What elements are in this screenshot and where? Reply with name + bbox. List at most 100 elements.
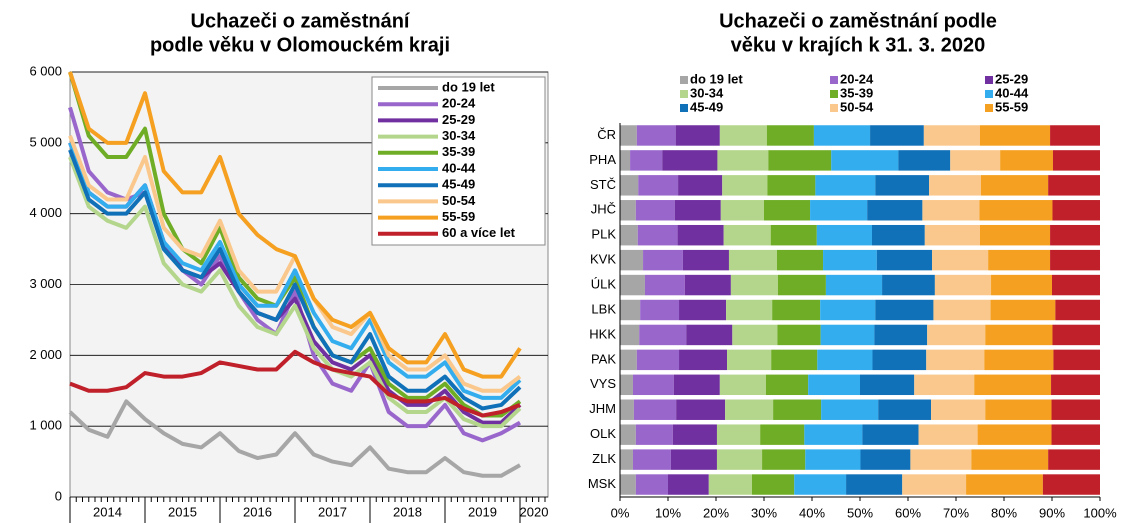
bar-segment (719, 374, 766, 396)
bar-segment (934, 274, 992, 296)
bar-segment (771, 349, 818, 371)
bar-segment (677, 224, 724, 246)
bar-segment (988, 249, 1051, 271)
bar-segment (1052, 274, 1100, 296)
bar-segment (620, 424, 636, 445)
bar-segment (633, 399, 677, 420)
line-series (68, 71, 522, 418)
bar-segment (722, 175, 768, 196)
bar-segment (910, 449, 972, 470)
bar-segment (620, 249, 644, 271)
legend-label: 25-29 (995, 71, 1028, 86)
y-tick-label: ZLK (592, 451, 616, 466)
x-tick-label: 2016 (243, 504, 272, 519)
x-tick-label: 2014 (93, 504, 122, 519)
bar-segment (1055, 299, 1100, 321)
bar-segment (846, 474, 903, 495)
y-tick-label: ČR (597, 127, 616, 142)
legend-label: 25-29 (442, 112, 475, 127)
bar-segment (929, 175, 981, 196)
bar-segment (805, 449, 861, 470)
legend-label: 40-44 (995, 85, 1029, 100)
bar-segment (635, 200, 675, 221)
bar-segment (773, 399, 822, 420)
legend-label: 30-34 (442, 128, 476, 143)
y-tick-label: MSK (588, 476, 617, 491)
bar-segment (825, 274, 883, 296)
bar-segment (679, 349, 728, 371)
x-tick-label: 40% (799, 505, 825, 520)
bar-segment (662, 150, 718, 171)
bar-segment (1050, 224, 1100, 246)
y-tick-label: PHA (589, 152, 616, 167)
bar-segment (882, 274, 935, 296)
bar-segment (1051, 399, 1100, 420)
chart-title: Uchazeči o zaměstnání podle (719, 10, 997, 32)
bar-segment (620, 150, 631, 171)
x-tick-label: 100% (1083, 505, 1117, 520)
bar-segment (990, 299, 1056, 321)
bar-segment (673, 374, 720, 396)
bar-segment (723, 224, 771, 246)
bar-segment (767, 175, 816, 196)
bar-segment (760, 424, 805, 445)
bar-segment (635, 474, 668, 495)
bar-segment (636, 349, 680, 371)
y-tick-label: PLK (591, 227, 616, 242)
bar-segment (725, 399, 774, 420)
x-tick-label: 30% (751, 505, 777, 520)
bar-segment (762, 449, 806, 470)
chart-title: věku v krajích k 31. 3. 2020 (731, 34, 986, 56)
bar-segment (726, 299, 773, 321)
bar-segment (1053, 349, 1100, 371)
x-tick-label: 10% (655, 505, 681, 520)
line-series (68, 142, 522, 400)
bar-segment (644, 274, 685, 296)
bar-segment (716, 449, 763, 470)
bar-segment (636, 125, 676, 146)
legend-label: 35-39 (840, 85, 873, 100)
legend-swatch (680, 104, 688, 112)
bar-segment (686, 324, 733, 346)
bar-segment (678, 175, 723, 196)
bar-segment (808, 374, 860, 396)
bar-segment (708, 474, 752, 495)
bar-segment (717, 150, 769, 171)
bar-segment (924, 224, 980, 246)
bar-segment (639, 324, 687, 346)
bar-segment (620, 374, 633, 396)
legend-swatch (985, 104, 993, 112)
bar-segment (860, 374, 915, 396)
bar-segment (867, 200, 923, 221)
bar-segment (823, 249, 877, 271)
bar-segment (676, 399, 726, 420)
y-tick-label: LBK (591, 301, 616, 316)
y-tick-label: KVK (590, 252, 616, 267)
bar-segment (794, 474, 847, 495)
bar-segment (985, 324, 1053, 346)
y-tick-label: 3 000 (29, 276, 62, 291)
y-tick-label: 6 000 (29, 63, 62, 78)
bar-segment (898, 150, 951, 171)
bar-segment (674, 200, 721, 221)
bar-segment (820, 324, 875, 346)
bar-segment (821, 399, 879, 420)
bar-segment (765, 374, 809, 396)
legend-label: 30-34 (690, 85, 724, 100)
bar-segment (1050, 125, 1100, 146)
bar-segment (635, 424, 673, 445)
bar-segment (918, 424, 978, 445)
bar-segment (1050, 249, 1100, 271)
bar-segment (776, 249, 824, 271)
bar-segment (985, 399, 1052, 420)
legend-label: 45-49 (442, 177, 475, 192)
legend-swatch (830, 104, 838, 112)
bar-segment (874, 324, 928, 346)
x-tick-label: 60% (895, 505, 921, 520)
bar-segment (980, 175, 1049, 196)
bar-segment (675, 125, 720, 146)
bar-segment (1052, 150, 1100, 171)
bar-segment (979, 200, 1053, 221)
bar-segment (670, 449, 717, 470)
bar-segment (640, 299, 680, 321)
